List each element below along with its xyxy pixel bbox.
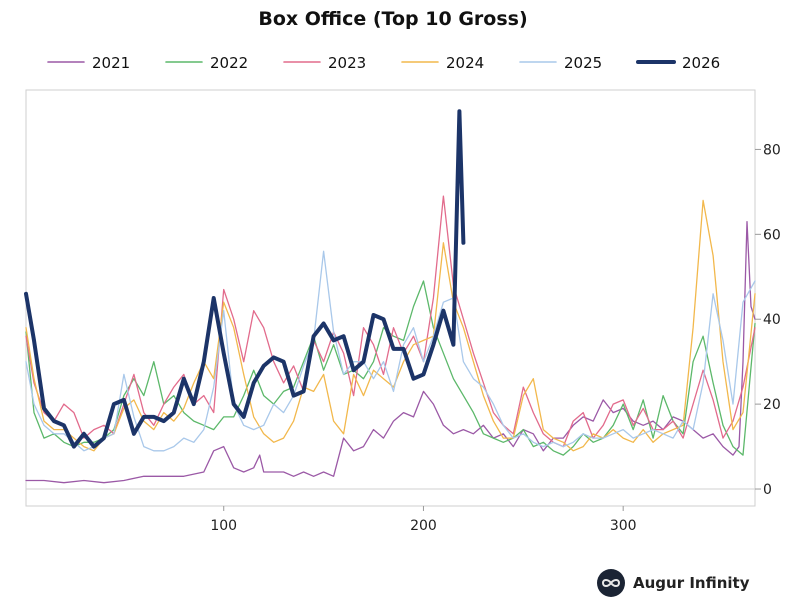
- series-line-2026: [24, 109, 466, 449]
- x-axis: 100 200 300: [210, 506, 637, 534]
- x-tick-label: 200: [410, 518, 437, 534]
- x-tick-label: 300: [610, 518, 637, 534]
- legend-label-2024: 2024: [446, 54, 484, 72]
- y-tick-label: 60: [763, 227, 781, 243]
- series-line-2025: [25, 250, 756, 452]
- series-line-2024: [25, 199, 756, 452]
- brand: Augur Infinity: [597, 569, 750, 597]
- x-tick-label: 100: [210, 518, 237, 534]
- brand-name: Augur Infinity: [633, 574, 750, 592]
- plot-border: [25, 89, 756, 507]
- chart-title: Box Office (Top 10 Gross): [258, 8, 527, 30]
- legend-label-2026: 2026: [682, 54, 720, 72]
- legend-label-2023: 2023: [328, 54, 366, 72]
- series-lines: [24, 109, 756, 484]
- y-tick-label: 40: [763, 312, 781, 328]
- chart-legend: 2021 2022 2023 2024 2025 2026: [47, 54, 720, 72]
- plot-area: [25, 89, 756, 507]
- legend-label-2022: 2022: [210, 54, 248, 72]
- y-tick-label: 20: [763, 397, 781, 413]
- series-line-2023: [25, 195, 756, 448]
- legend-label-2025: 2025: [564, 54, 602, 72]
- y-tick-label: 0: [763, 482, 772, 498]
- y-tick-label: 80: [763, 142, 781, 158]
- series-line-2021: [25, 220, 756, 484]
- legend-label-2021: 2021: [92, 54, 130, 72]
- infinity-logo-icon: [597, 569, 625, 597]
- y-axis: 0 20 40 60 80: [755, 142, 781, 498]
